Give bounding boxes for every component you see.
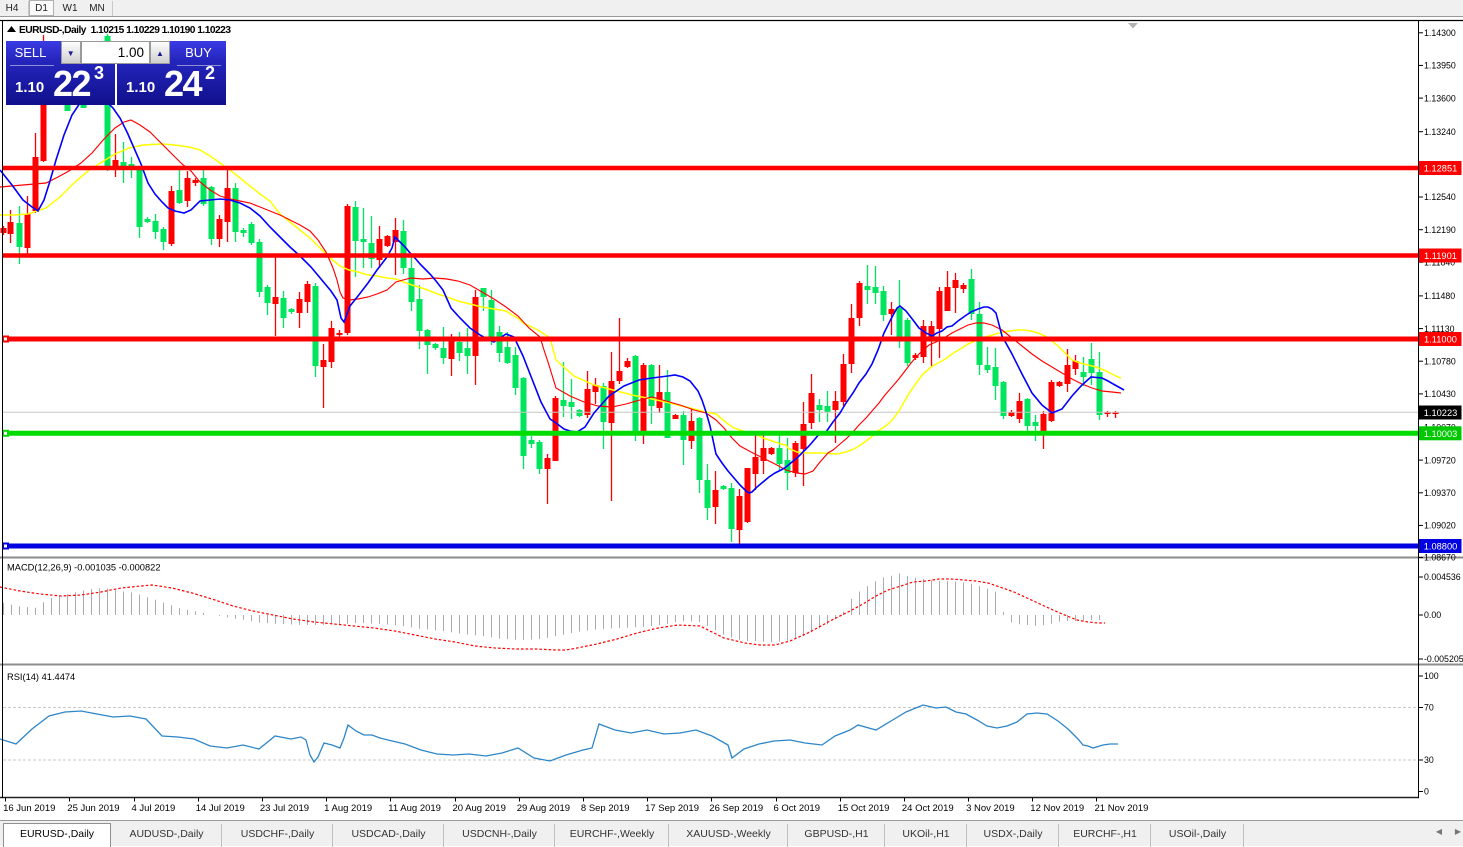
svg-text:100: 100 xyxy=(1424,671,1439,681)
svg-text:25 Jun 2019: 25 Jun 2019 xyxy=(67,803,119,814)
svg-text:1.08800: 1.08800 xyxy=(1424,542,1458,552)
svg-text:1.11901: 1.11901 xyxy=(1424,251,1457,261)
svg-text:30: 30 xyxy=(1424,755,1434,765)
svg-text:1.13240: 1.13240 xyxy=(1424,127,1456,137)
svg-text:14 Jul 2019: 14 Jul 2019 xyxy=(196,803,245,814)
svg-text:1.10430: 1.10430 xyxy=(1424,389,1456,399)
svg-text:1.13600: 1.13600 xyxy=(1424,93,1456,103)
svg-text:20 Aug 2019: 20 Aug 2019 xyxy=(453,803,506,814)
svg-text:1.09720: 1.09720 xyxy=(1424,455,1456,465)
svg-text:-0.005205: -0.005205 xyxy=(1424,654,1463,664)
svg-text:1.09370: 1.09370 xyxy=(1424,488,1456,498)
svg-text:1.08670: 1.08670 xyxy=(1424,553,1456,563)
svg-text:1.12190: 1.12190 xyxy=(1424,225,1456,235)
svg-text:1.12851: 1.12851 xyxy=(1424,164,1458,174)
svg-text:11 Aug 2019: 11 Aug 2019 xyxy=(388,803,441,814)
svg-text:0.00: 0.00 xyxy=(1424,610,1441,620)
svg-text:4 Jul 2019: 4 Jul 2019 xyxy=(132,803,176,814)
svg-text:23 Jul 2019: 23 Jul 2019 xyxy=(260,803,309,814)
svg-text:12 Nov 2019: 12 Nov 2019 xyxy=(1030,803,1084,814)
svg-text:MACD(12,26,9) -0.001035 -0.000: MACD(12,26,9) -0.001035 -0.000822 xyxy=(7,563,161,573)
svg-text:17 Sep 2019: 17 Sep 2019 xyxy=(645,803,699,814)
svg-text:1.10003: 1.10003 xyxy=(1424,429,1458,439)
svg-text:0: 0 xyxy=(1424,787,1429,797)
svg-text:6 Oct 2019: 6 Oct 2019 xyxy=(774,803,820,814)
svg-text:1 Aug 2019: 1 Aug 2019 xyxy=(324,803,372,814)
svg-text:26 Sep 2019: 26 Sep 2019 xyxy=(709,803,763,814)
svg-text:15 Oct 2019: 15 Oct 2019 xyxy=(838,803,890,814)
svg-text:8 Sep 2019: 8 Sep 2019 xyxy=(581,803,630,814)
svg-text:1.11130: 1.11130 xyxy=(1424,324,1455,334)
svg-text:1.11480: 1.11480 xyxy=(1424,291,1455,301)
svg-text:3 Nov 2019: 3 Nov 2019 xyxy=(966,803,1015,814)
svg-text:16 Jun 2019: 16 Jun 2019 xyxy=(3,803,55,814)
svg-text:1.13950: 1.13950 xyxy=(1424,61,1456,71)
svg-text:1.14300: 1.14300 xyxy=(1424,28,1456,38)
svg-text:70: 70 xyxy=(1424,703,1434,713)
svg-text:1.11000: 1.11000 xyxy=(1424,335,1457,345)
svg-text:24 Oct 2019: 24 Oct 2019 xyxy=(902,803,954,814)
svg-text:1.12540: 1.12540 xyxy=(1424,192,1456,202)
svg-text:1.10223: 1.10223 xyxy=(1424,408,1458,418)
svg-text:21 Nov 2019: 21 Nov 2019 xyxy=(1095,803,1149,814)
svg-text:0.004536: 0.004536 xyxy=(1424,572,1461,582)
svg-text:RSI(14) 41.4474: RSI(14) 41.4474 xyxy=(7,672,75,682)
svg-text:1.09020: 1.09020 xyxy=(1424,521,1456,531)
svg-text:1.10780: 1.10780 xyxy=(1424,356,1456,366)
svg-text:EURUSD-,Daily 1.10215 1.10229: EURUSD-,Daily 1.10215 1.10229 1.10190 1.… xyxy=(19,25,231,36)
svg-text:29 Aug 2019: 29 Aug 2019 xyxy=(517,803,570,814)
